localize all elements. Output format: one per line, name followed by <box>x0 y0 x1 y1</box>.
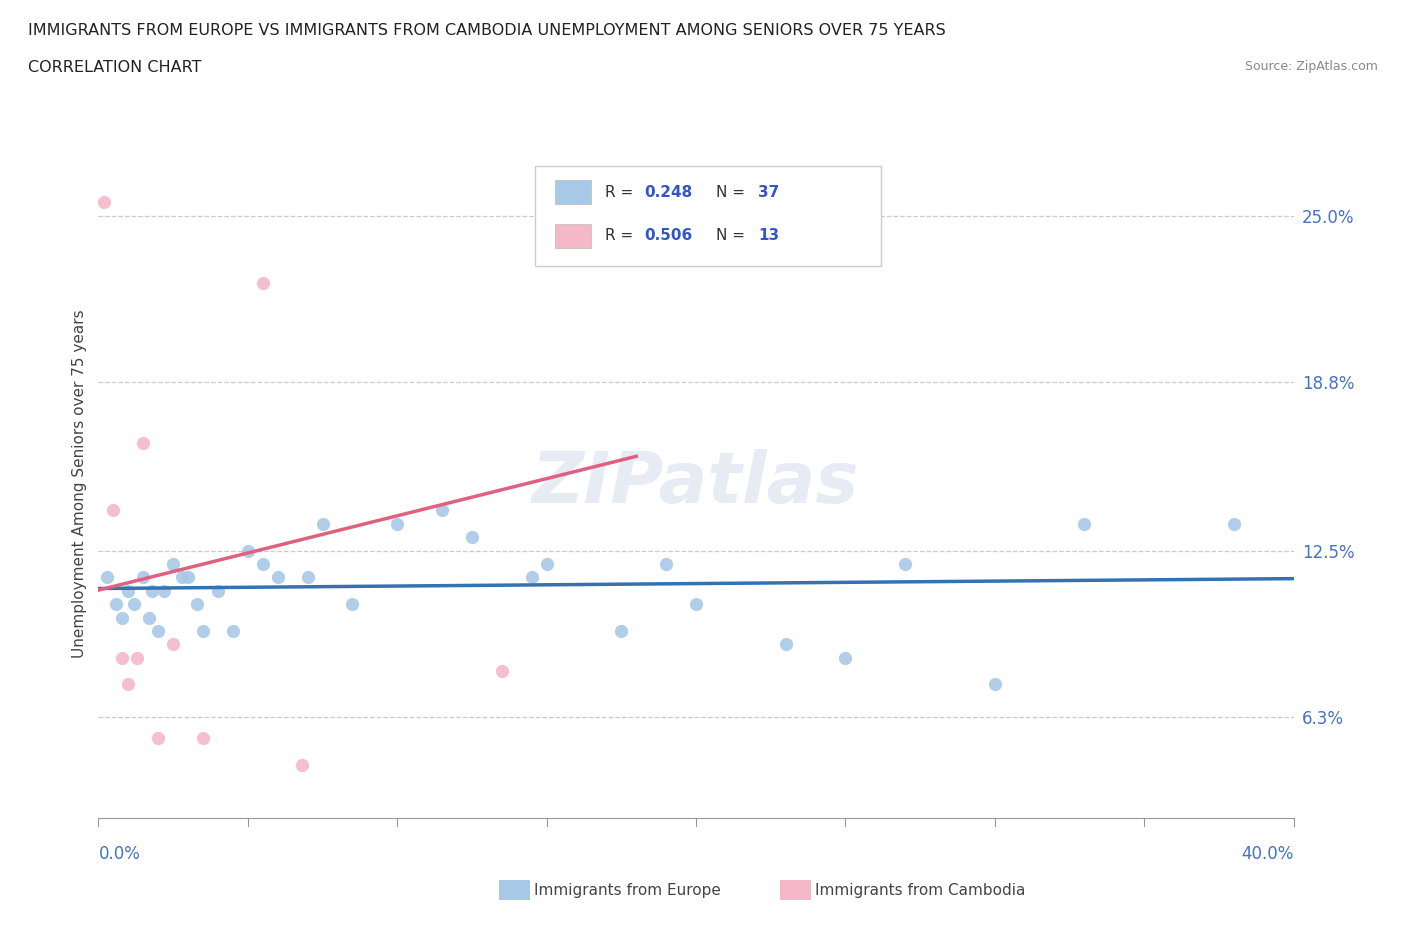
Point <box>775 637 797 652</box>
Point <box>148 731 170 746</box>
Point <box>124 597 146 612</box>
Point <box>103 503 125 518</box>
Point <box>267 570 290 585</box>
Y-axis label: Unemployment Among Seniors over 75 years: Unemployment Among Seniors over 75 years <box>72 310 87 658</box>
Text: Source: ZipAtlas.com: Source: ZipAtlas.com <box>1244 60 1378 73</box>
Point <box>430 503 453 518</box>
Text: R =: R = <box>605 185 638 200</box>
Point <box>127 650 149 665</box>
Point <box>105 597 128 612</box>
Point <box>291 757 314 772</box>
Point <box>655 556 678 571</box>
Text: R =: R = <box>605 229 638 244</box>
Point <box>894 556 917 571</box>
Point <box>132 436 155 451</box>
FancyBboxPatch shape <box>555 180 591 205</box>
Point <box>207 583 229 598</box>
Point <box>93 195 115 210</box>
Point <box>252 275 274 290</box>
Text: 0.248: 0.248 <box>644 185 693 200</box>
Point <box>191 731 214 746</box>
Text: Immigrants from Cambodia: Immigrants from Cambodia <box>815 883 1026 897</box>
Point <box>148 623 170 638</box>
Point <box>222 623 245 638</box>
Point <box>1223 516 1246 531</box>
FancyBboxPatch shape <box>534 166 882 266</box>
Text: N =: N = <box>716 229 751 244</box>
Point <box>132 570 155 585</box>
Point <box>172 570 194 585</box>
Point <box>297 570 319 585</box>
Point <box>685 597 707 612</box>
Point <box>153 583 176 598</box>
Point <box>177 570 200 585</box>
Text: 40.0%: 40.0% <box>1241 845 1294 863</box>
Point <box>834 650 856 665</box>
Point <box>520 570 543 585</box>
Point <box>117 677 139 692</box>
Point <box>610 623 633 638</box>
Point <box>111 650 134 665</box>
Text: Immigrants from Europe: Immigrants from Europe <box>534 883 721 897</box>
Text: 0.506: 0.506 <box>644 229 693 244</box>
Point <box>162 637 184 652</box>
Text: CORRELATION CHART: CORRELATION CHART <box>28 60 201 75</box>
Point <box>461 530 484 545</box>
Point <box>1073 516 1095 531</box>
Point <box>236 543 259 558</box>
Text: 37: 37 <box>758 185 779 200</box>
Point <box>141 583 163 598</box>
Text: ZIPatlas: ZIPatlas <box>533 449 859 518</box>
Point <box>610 248 633 263</box>
Point <box>311 516 333 531</box>
Text: IMMIGRANTS FROM EUROPE VS IMMIGRANTS FROM CAMBODIA UNEMPLOYMENT AMONG SENIORS OV: IMMIGRANTS FROM EUROPE VS IMMIGRANTS FRO… <box>28 23 946 38</box>
FancyBboxPatch shape <box>555 224 591 248</box>
Point <box>111 610 134 625</box>
Point <box>186 597 208 612</box>
Point <box>342 597 364 612</box>
Text: 13: 13 <box>758 229 779 244</box>
Point <box>117 583 139 598</box>
Point <box>191 623 214 638</box>
Point <box>138 610 160 625</box>
Point <box>252 556 274 571</box>
Point <box>536 556 558 571</box>
Text: N =: N = <box>716 185 751 200</box>
Point <box>385 516 409 531</box>
Point <box>491 664 513 679</box>
Text: 0.0%: 0.0% <box>98 845 141 863</box>
Point <box>984 677 1007 692</box>
Point <box>96 570 118 585</box>
Point <box>162 556 184 571</box>
